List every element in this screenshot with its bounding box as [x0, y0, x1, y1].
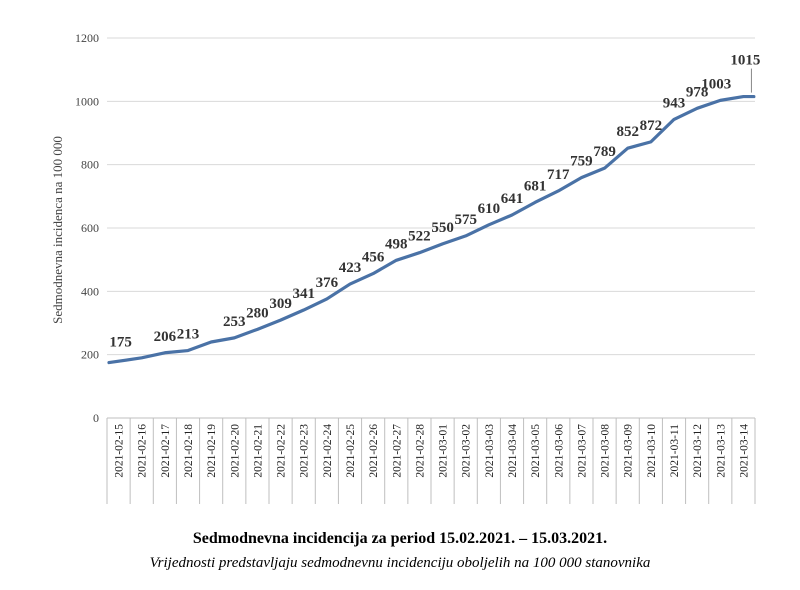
x-tick-label: 2021-02-24: [322, 424, 334, 478]
x-tick-label: 2021-02-22: [276, 424, 288, 478]
chart-svg: 0 200 400 600 800 1000 1200 2021-02-15 2021-02-1…: [50, 31, 760, 504]
x-tick-label: 2021-02-18: [183, 424, 195, 478]
y-tick-label: 800: [81, 158, 99, 172]
x-tick-label: 2021-03-13: [715, 424, 727, 478]
data-label: 759: [570, 154, 593, 170]
x-tick-label: 2021-02-27: [391, 424, 403, 478]
axis-layer: 0 200 400 600 800 1000 1200 2021-02-15 2021-02-1…: [75, 31, 756, 504]
x-tick-label: 2021-03-10: [646, 424, 658, 478]
data-label: 872: [640, 118, 663, 134]
x-tick-label: 2021-02-25: [345, 424, 357, 478]
y-tick-label: 400: [81, 284, 99, 298]
data-label: 498: [385, 236, 408, 252]
y-tick-label: 600: [81, 221, 99, 235]
data-label: 1015: [730, 53, 760, 69]
data-label: 341: [292, 286, 315, 302]
data-label: 280: [246, 305, 269, 321]
data-label: 852: [616, 124, 639, 140]
x-tick-label: 2021-02-23: [299, 424, 311, 478]
data-label: 309: [269, 296, 292, 312]
data-label: 610: [478, 201, 501, 217]
y-tick-label: 0: [93, 411, 99, 425]
x-tick-label: 2021-03-04: [507, 424, 519, 478]
x-tick-label: 2021-03-06: [553, 424, 565, 478]
data-label: 376: [316, 275, 339, 291]
x-tick-label: 2021-03-05: [530, 424, 542, 478]
data-label: 789: [593, 144, 616, 160]
data-label: 1003: [701, 76, 731, 92]
y-tick-label: 200: [81, 348, 99, 362]
x-tick-label: 2021-03-12: [692, 424, 704, 478]
line-layer: [107, 94, 756, 365]
data-label: 522: [408, 229, 431, 245]
data-label: 550: [431, 220, 454, 236]
x-tick-label: 2021-02-16: [137, 424, 149, 478]
x-tick-label: 2021-03-01: [438, 424, 450, 478]
data-label: 717: [547, 167, 570, 183]
caption-subtitle: Vrijednosti predstavljaju sedmodnevnu in…: [149, 555, 651, 571]
data-label: 943: [663, 95, 686, 111]
x-tick-label: 2021-03-03: [484, 424, 496, 478]
data-label: 206: [154, 329, 177, 345]
y-tick-label: 1000: [75, 94, 99, 108]
data-label: 641: [501, 191, 524, 207]
series-line: [107, 94, 756, 365]
data-label: 423: [339, 260, 362, 276]
caption-title: Sedmodnevna incidencija za period 15.02.…: [192, 530, 608, 547]
y-axis-label: Sedmodnevna incidenca na 100 000: [50, 136, 65, 324]
x-tick-label: 2021-03-08: [600, 424, 612, 478]
data-label: 978: [686, 84, 709, 100]
x-tick-label: 2021-03-02: [461, 424, 473, 478]
x-tick-label: 2021-03-07: [576, 424, 588, 478]
line-chart: 0 200 400 600 800 1000 1200 2021-02-15 2021-02-1…: [50, 31, 760, 504]
data-label: 456: [362, 250, 385, 266]
x-tick-label: 2021-02-28: [414, 424, 426, 478]
data-label: 575: [454, 212, 477, 228]
data-label: 253: [223, 314, 246, 330]
x-tick-label: 2021-03-09: [623, 424, 635, 478]
x-tick-label: 2021-03-14: [738, 424, 750, 478]
grid-layer: [107, 37, 755, 356]
y-tick-label: 1200: [75, 31, 99, 45]
x-tick-label: 2021-02-19: [206, 424, 218, 478]
x-tick-label: 2021-02-20: [229, 424, 241, 478]
data-label: 213: [177, 327, 200, 343]
data-label: 175: [109, 335, 132, 351]
x-tick-label: 2021-03-11: [669, 424, 681, 477]
x-tick-label: 2021-02-21: [252, 424, 264, 478]
x-tick-label: 2021-02-15: [114, 424, 126, 478]
x-tick-label: 2021-02-17: [160, 424, 172, 478]
data-label: 681: [524, 178, 547, 194]
x-tick-label: 2021-02-26: [368, 424, 380, 478]
